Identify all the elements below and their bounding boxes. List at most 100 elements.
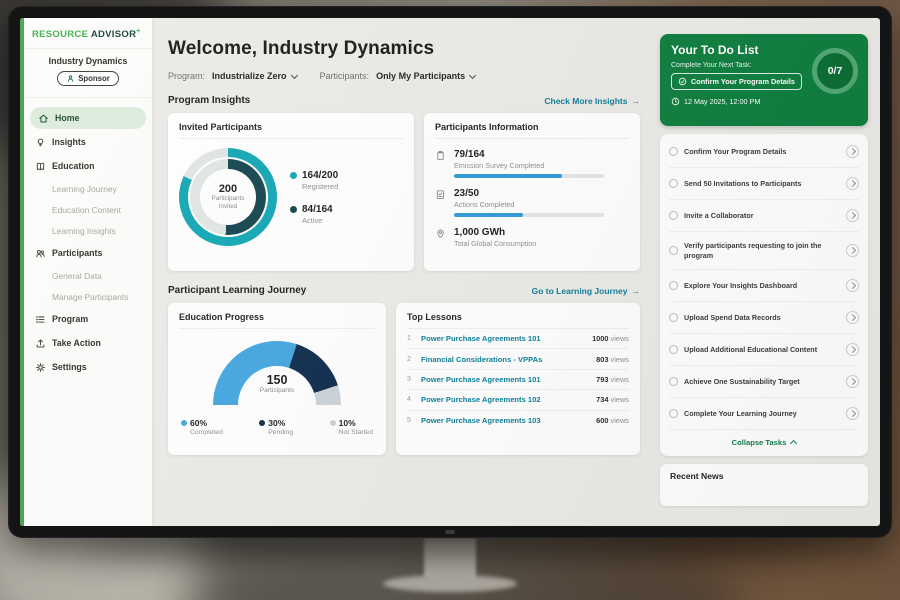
task-open-button[interactable] — [846, 343, 859, 357]
program-insights-title: Program Insights — [168, 95, 251, 106]
sidebar-item-label: Home — [55, 113, 80, 124]
task-row-confirm-program[interactable]: Confirm Your Program Details — [669, 136, 859, 168]
sponsor-badge[interactable]: Sponsor — [57, 71, 119, 87]
sidebar-item-general-data[interactable]: General Data — [24, 265, 152, 286]
task-checkbox[interactable] — [669, 409, 678, 419]
lesson-row: 4 Power Purchase Agreements 102 734 views — [407, 390, 629, 411]
next-task-button[interactable]: Confirm Your Program Details — [671, 73, 802, 90]
task-row-upload-educational-content[interactable]: Upload Additional Educational Content — [669, 334, 859, 367]
participants-select[interactable]: Only My Participants — [376, 71, 477, 81]
check-more-insights-link[interactable]: Check More Insights → — [544, 96, 640, 106]
invited-donut-chart: 200 Participants Invited — [179, 148, 277, 246]
sidebar-item-take-action[interactable]: Take Action — [24, 331, 152, 355]
task-checkbox[interactable] — [669, 246, 678, 256]
lesson-link[interactable]: Power Purchase Agreements 101 — [421, 374, 541, 384]
due-date-label: 12 May 2025, 12:00 PM — [684, 97, 761, 106]
learning-journey-title: Participant Learning Journey — [168, 285, 307, 296]
task-open-button[interactable] — [846, 177, 859, 190]
arrow-right-icon: → — [631, 95, 641, 106]
sidebar-item-insights[interactable]: Insights — [24, 130, 152, 154]
chevron-down-icon — [469, 71, 477, 79]
chevron-right-icon — [848, 282, 856, 290]
task-checkbox[interactable] — [669, 281, 678, 291]
sidebar-item-settings[interactable]: Settings — [24, 355, 152, 379]
sidebar-item-learning-insights[interactable]: Learning Insights — [24, 220, 152, 241]
todo-list-card: Confirm Your Program Details Send 50 Inv… — [660, 134, 868, 457]
lesson-views: 600 views — [596, 415, 629, 425]
sidebar-item-home[interactable]: Home — [30, 107, 146, 130]
task-row-upload-spend-data[interactable]: Upload Spend Data Records — [669, 302, 859, 335]
clipboard-icon — [437, 151, 444, 160]
stat-value: 79/164 — [454, 149, 485, 160]
legend-item-active: 84/164 Active — [290, 204, 338, 225]
progress-track — [454, 213, 604, 217]
task-label: Send 50 Invitations to Participants — [684, 178, 802, 188]
task-checkbox[interactable] — [669, 179, 678, 188]
task-checkbox[interactable] — [669, 313, 678, 323]
card-title: Participants Information — [435, 122, 629, 139]
task-row-verify-participants[interactable]: Verify participants requesting to join t… — [669, 232, 859, 271]
progress-fill — [454, 213, 523, 217]
task-row-send-invitations[interactable]: Send 50 Invitations to Participants — [669, 168, 859, 200]
sidebar-item-education-content[interactable]: Education Content — [24, 199, 152, 220]
invited-center-value: 200 — [218, 183, 238, 196]
task-open-button[interactable] — [846, 145, 859, 158]
monitor-frame: RESOURCE ADVISOR+ Industry Dynamics Spon… — [8, 6, 892, 538]
sidebar-item-participants[interactable]: Participants — [24, 241, 152, 265]
legend-dot — [329, 420, 336, 426]
legend-dot — [290, 171, 297, 179]
lesson-link[interactable]: Power Purchase Agreements 102 — [421, 395, 541, 405]
go-to-learning-journey-link[interactable]: Go to Learning Journey → — [532, 286, 640, 296]
sidebar-item-label: Participants — [52, 248, 103, 259]
task-checkbox[interactable] — [669, 377, 678, 387]
task-row-achieve-target[interactable]: Achieve One Sustainability Target — [669, 366, 859, 399]
education-gauge-center: 150 Participants — [213, 373, 341, 394]
sidebar-item-manage-participants[interactable]: Manage Participants — [24, 286, 152, 307]
task-open-button[interactable] — [846, 311, 859, 325]
task-open-button[interactable] — [846, 244, 859, 258]
sidebar-item-label: Manage Participants — [52, 291, 129, 302]
progress-fill — [454, 174, 562, 178]
sidebar-item-education[interactable]: Education — [24, 154, 152, 178]
clock-icon — [671, 97, 680, 106]
task-checkbox[interactable] — [669, 345, 678, 355]
todo-progress-value: 0/7 — [827, 65, 843, 77]
sidebar-item-program[interactable]: Program — [24, 307, 152, 331]
stat-value: 23/50 — [454, 188, 480, 199]
task-open-button[interactable] — [846, 279, 859, 293]
monitor-logo-dot — [445, 530, 455, 534]
legend-item-registered: 164/200 Registered — [290, 170, 338, 191]
lesson-views: 734 views — [596, 395, 629, 405]
lesson-link[interactable]: Financial Considerations - VPPAs — [421, 354, 543, 364]
legend-value: 10% — [338, 418, 356, 428]
gear-icon — [35, 362, 46, 372]
collapse-tasks-button[interactable]: Collapse Tasks — [669, 430, 859, 454]
lesson-link[interactable]: Power Purchase Agreements 103 — [421, 415, 541, 425]
link-label: Go to Learning Journey — [531, 285, 628, 296]
task-row-invite-collaborator[interactable]: Invite a Collaborator — [669, 200, 859, 232]
lesson-row: 1 Power Purchase Agreements 101 1000 view… — [407, 329, 629, 350]
sidebar-item-learning-journey[interactable]: Learning Journey — [24, 178, 152, 199]
task-checkbox[interactable] — [669, 211, 678, 220]
task-open-button[interactable] — [846, 375, 859, 389]
lesson-views: 803 views — [596, 354, 629, 364]
chevron-right-icon — [848, 378, 856, 386]
program-select[interactable]: Industrialize Zero — [212, 71, 298, 81]
chevron-right-icon — [848, 314, 856, 322]
task-open-button[interactable] — [846, 407, 859, 421]
arrow-right-icon: → — [631, 285, 641, 296]
chevron-right-icon — [848, 346, 856, 354]
task-open-button[interactable] — [846, 209, 859, 222]
legend-item-pending: 30% Pending — [259, 418, 293, 436]
lesson-row: 2 Financial Considerations - VPPAs 803 vi… — [407, 349, 629, 370]
task-row-explore-insights[interactable]: Explore Your Insights Dashboard — [669, 270, 859, 303]
invited-center-label: Participants Invited — [211, 195, 245, 210]
task-row-complete-learning-journey[interactable]: Complete Your Learning Journey — [669, 398, 859, 431]
task-checkbox[interactable] — [669, 147, 678, 156]
gauge-center-value: 150 — [266, 373, 288, 387]
legend-label: Completed — [190, 429, 223, 436]
lesson-link[interactable]: Power Purchase Agreements 101 — [421, 334, 541, 344]
recent-news-header[interactable]: Recent News — [660, 464, 868, 507]
education-legend: 60% Completed 30% Pending 10% Not Starte… — [179, 418, 375, 436]
book-icon — [36, 162, 45, 170]
